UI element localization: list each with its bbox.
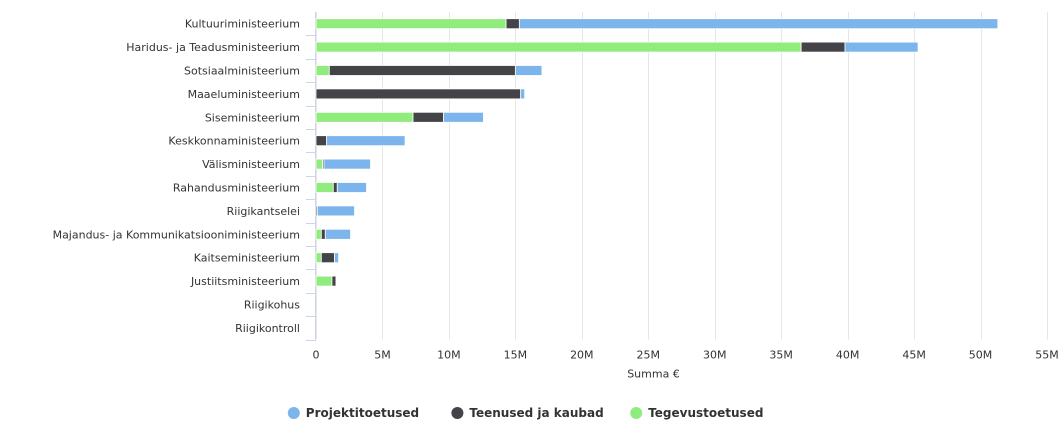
grid-layer	[306, 12, 1048, 341]
bar-segment-teenused-ja-kaubad[interactable]	[328, 65, 516, 76]
legend[interactable]: Projektitoetused Teenused ja kaubad Tegevu…	[287, 406, 764, 420]
category-label: Kultuuriministeerium	[185, 18, 300, 31]
bar-segment-projektitoetused[interactable]	[336, 182, 367, 193]
legend-marker	[451, 407, 464, 419]
category-label: Siseministeerium	[205, 111, 300, 124]
bar-segment-projektitoetused[interactable]	[518, 18, 999, 30]
bar-segment-teenused-ja-kaubad[interactable]	[315, 88, 522, 100]
bar-segment-teenused-ja-kaubad[interactable]	[320, 228, 326, 240]
category-labels: Kultuuriministeerium Haridus- ja Teadusmi…	[53, 18, 301, 335]
x-tick-label: 5M	[374, 349, 391, 362]
bar-segment-teenused-ja-kaubad[interactable]	[800, 41, 846, 53]
x-tick-label: 30M	[703, 349, 727, 362]
x-tick-label: 0	[313, 349, 320, 362]
x-axis-title: Summa €	[627, 368, 680, 381]
legend-item-teenused-ja-kaubad[interactable]: Teenused ja kaubad	[451, 406, 604, 420]
x-tick-label: 10M	[437, 349, 461, 362]
bar-segment-tegevustoetused[interactable]	[315, 228, 322, 240]
bar-segment-projektitoetused[interactable]	[844, 41, 919, 53]
x-tick-label: 55M	[1035, 349, 1058, 362]
legend-label: Teenused ja kaubad	[469, 406, 603, 420]
bar-segment-projektitoetused[interactable]	[334, 252, 339, 264]
bar-segment-projektitoetused[interactable]	[514, 65, 543, 76]
bar-segment-tegevustoetused[interactable]	[315, 252, 322, 264]
bar-segment-teenused-ja-kaubad[interactable]	[505, 18, 520, 30]
bar-segment-teenused-ja-kaubad[interactable]	[412, 111, 444, 123]
category-label: Riigikantselei	[227, 205, 300, 218]
bar-segment-tegevustoetused[interactable]	[315, 41, 802, 53]
category-label: Haridus- ja Teadusministeerium	[126, 41, 300, 54]
category-label: Sotsiaalministeerium	[184, 65, 300, 78]
bar-segment-projektitoetused[interactable]	[324, 228, 351, 240]
category-label: Keskkonnaministeerium	[168, 135, 300, 148]
x-tick-label: 50M	[969, 349, 993, 362]
bar-segment-tegevustoetused[interactable]	[315, 111, 414, 123]
x-axis-tick-labels: 0 5M 10M 15M 20M 25M 30M 35M 40M 45M 50M 55M	[313, 349, 1058, 362]
bar-segment-tegevustoetused[interactable]	[315, 158, 324, 170]
category-label: Majandus- ja Kommunikatsiooniministeeriu…	[53, 228, 300, 241]
bar-segment-teenused-ja-kaubad[interactable]	[320, 252, 336, 264]
category-label: Riigikohus	[244, 299, 300, 312]
bar-segment-teenused-ja-kaubad[interactable]	[331, 275, 337, 287]
category-label: Välisministeerium	[202, 158, 300, 171]
bars-layer	[315, 18, 999, 287]
bar-segment-projektitoetused[interactable]	[520, 88, 526, 100]
category-label: Riigikontroll	[235, 322, 300, 335]
bar-segment-teenused-ja-kaubad[interactable]	[332, 182, 338, 193]
legend-item-projektitoetused[interactable]: Projektitoetused	[287, 406, 419, 420]
legend-label: Tegevustoetused	[648, 406, 763, 420]
legend-label: Projektitoetused	[306, 406, 419, 420]
category-label: Maaeluministeerium	[188, 88, 300, 101]
legend-marker	[287, 407, 300, 419]
x-tick-label: 35M	[769, 349, 793, 362]
bar-segment-tegevustoetused[interactable]	[315, 18, 507, 30]
bar-segment-tegevustoetused[interactable]	[315, 182, 334, 193]
x-tick-label: 25M	[637, 349, 661, 362]
bar-segment-projektitoetused[interactable]	[326, 135, 406, 147]
x-tick-label: 15M	[504, 349, 528, 362]
category-label: Rahandusministeerium	[173, 182, 300, 195]
bar-segment-projektitoetused[interactable]	[443, 111, 484, 123]
legend-marker	[630, 407, 643, 419]
category-label: Kaitseministeerium	[194, 252, 300, 265]
bar-segment-teenused-ja-kaubad[interactable]	[315, 135, 328, 147]
bar-segment-projektitoetused[interactable]	[316, 205, 355, 217]
x-tick-label: 45M	[902, 349, 926, 362]
x-tick-label: 20M	[570, 349, 594, 362]
bar-segment-tegevustoetused[interactable]	[315, 275, 333, 287]
bar-segment-tegevustoetused[interactable]	[315, 65, 330, 76]
bar-segment-projektitoetused[interactable]	[323, 158, 371, 170]
category-label: Justiitsministeerium	[190, 275, 300, 288]
legend-item-tegevustoetused[interactable]: Tegevustoetused	[630, 406, 763, 420]
x-tick-label: 40M	[836, 349, 860, 362]
